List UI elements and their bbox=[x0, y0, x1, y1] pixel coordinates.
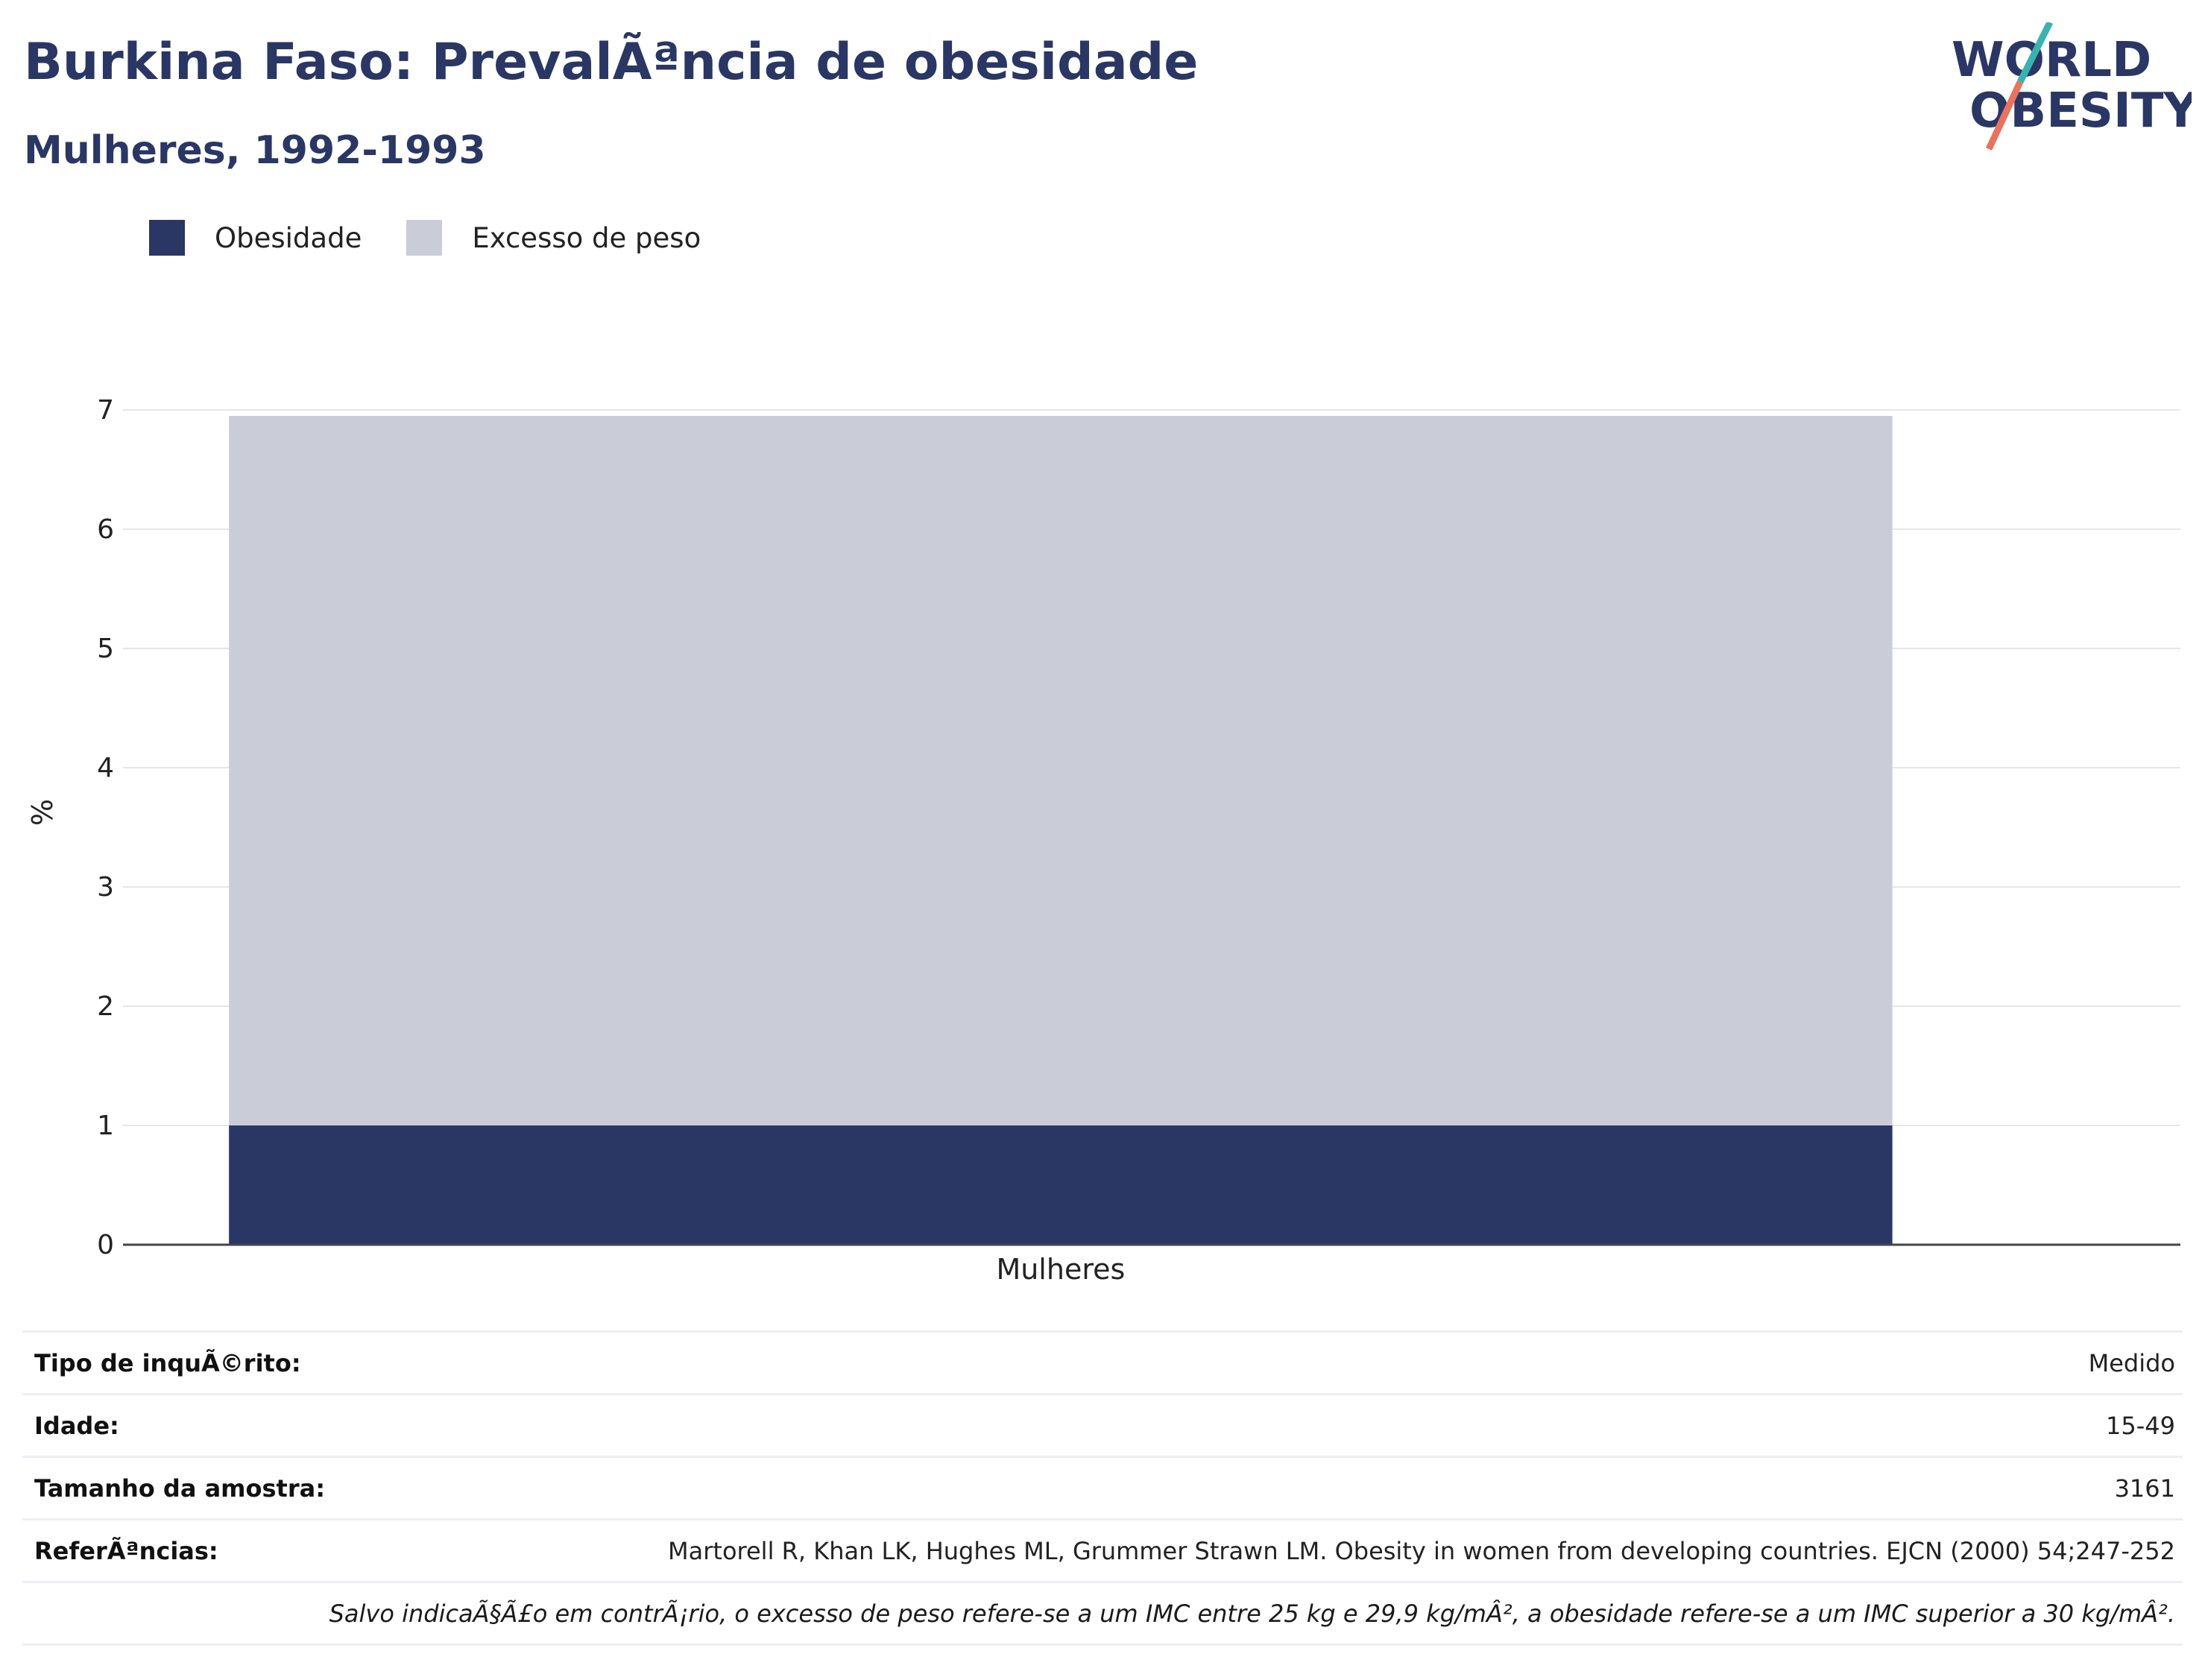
info-table: Tipo de inquÃ©rito: Medido Idade: 15-49 … bbox=[22, 1330, 2183, 1646]
y-tick-label: 3 bbox=[97, 872, 114, 903]
info-row-sample-size: Tamanho da amostra: 3161 bbox=[22, 1456, 2183, 1518]
logo-text-world: WORLD bbox=[1952, 33, 2151, 88]
info-label: Tipo de inquÃ©rito: bbox=[34, 1348, 301, 1377]
bar-chart: 0 1 2 3 4 5 6 7% Mulheres bbox=[26, 395, 2180, 1286]
y-tick-label: 7 bbox=[97, 395, 114, 426]
info-row-age: Idade: 15-49 bbox=[22, 1393, 2183, 1456]
x-tick-label: Mulheres bbox=[996, 1253, 1125, 1286]
y-tick-label: 0 bbox=[97, 1230, 114, 1260]
logo-slash-teal bbox=[2016, 22, 2054, 84]
chart-subtitle: Mulheres, 1992-1993 bbox=[24, 128, 486, 173]
info-value: Martorell R, Khan LK, Hughes ML, Grummer… bbox=[668, 1536, 2175, 1565]
legend-swatch-obesity bbox=[149, 220, 185, 256]
legend-label-obesity: Obesidade bbox=[215, 221, 362, 254]
legend-item-overweight[interactable]: Excesso de peso bbox=[406, 220, 701, 256]
info-row-note: Salvo indicaÃ§Ã£o em contrÃ¡rio, o exces… bbox=[22, 1581, 2183, 1646]
y-tick-label: 1 bbox=[97, 1111, 114, 1141]
info-row-survey-type: Tipo de inquÃ©rito: Medido bbox=[22, 1330, 2183, 1393]
y-tick-label: 2 bbox=[97, 991, 114, 1022]
info-value: Medido bbox=[2088, 1348, 2175, 1377]
y-tick-label: 6 bbox=[97, 514, 114, 545]
info-label: ReferÃªncias: bbox=[34, 1536, 218, 1565]
logo-slash-orange bbox=[1985, 80, 2024, 151]
bar-overweight bbox=[229, 416, 1893, 1125]
info-label: Idade: bbox=[34, 1411, 119, 1440]
chart-legend: Obesidade Excesso de peso bbox=[149, 220, 745, 256]
chart-title: Burkina Faso: PrevalÃªncia de obesidade bbox=[24, 33, 1199, 92]
logo-text-obesity: OBESITY bbox=[1969, 83, 2192, 139]
y-tick-label: 5 bbox=[97, 634, 114, 664]
y-axis-label: % bbox=[26, 799, 59, 826]
info-value: 3161 bbox=[2114, 1474, 2175, 1503]
y-tick-label: 4 bbox=[97, 753, 114, 783]
legend-swatch-overweight bbox=[406, 220, 443, 256]
info-value: 15-49 bbox=[2106, 1411, 2175, 1440]
info-label: Tamanho da amostra: bbox=[34, 1474, 325, 1503]
bar-obesity bbox=[229, 1125, 1893, 1245]
legend-item-obesity[interactable]: Obesidade bbox=[149, 220, 362, 256]
footnote: Salvo indicaÃ§Ã£o em contrÃ¡rio, o exces… bbox=[329, 1599, 2175, 1628]
info-row-references: ReferÃªncias: Martorell R, Khan LK, Hugh… bbox=[22, 1518, 2183, 1581]
world-obesity-logo: WORLD OBESITY bbox=[1952, 22, 2192, 151]
legend-label-overweight: Excesso de peso bbox=[472, 221, 701, 254]
